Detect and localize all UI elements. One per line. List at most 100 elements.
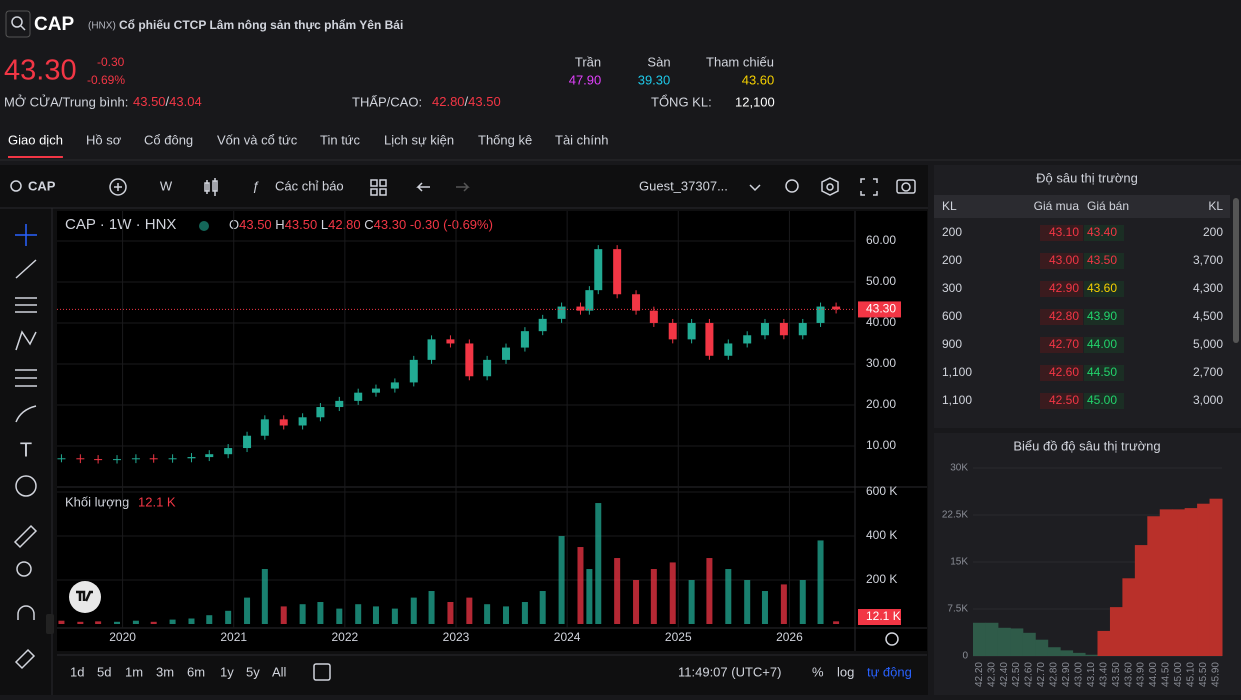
candle — [613, 249, 622, 295]
lock-tool[interactable] — [14, 648, 36, 670]
layout-icon[interactable] — [370, 179, 387, 196]
x-tick-label: 43.60 — [1123, 662, 1134, 687]
range-button[interactable]: 5d — [97, 664, 111, 679]
tab[interactable]: Vốn và cổ tức — [217, 132, 298, 147]
volume-bar — [503, 606, 510, 624]
emoji-tool[interactable] — [15, 475, 37, 497]
range-button[interactable]: 1y — [220, 664, 234, 679]
volume-bar — [428, 591, 435, 624]
price-cell: 43.00 — [1049, 253, 1079, 267]
price-cell: 43.60 — [1087, 281, 1117, 295]
candle — [649, 310, 658, 323]
range-buttons: 1d 5d 1m 3m 6m 1y 5y All — [70, 664, 287, 679]
settings-icon — [826, 183, 834, 191]
tab[interactable]: Hồ sơ — [86, 132, 122, 147]
ask-cell — [1084, 393, 1124, 409]
settings-icon[interactable] — [885, 632, 899, 646]
x-tick-label: 45.10 — [1186, 662, 1197, 687]
x-tick-label: 43.10 — [1086, 662, 1097, 687]
ask-cell — [1084, 365, 1124, 381]
range-button[interactable]: 5y — [246, 664, 260, 679]
candle — [576, 306, 585, 311]
dropdown-icon — [749, 184, 761, 192]
date-range-icon[interactable] — [313, 663, 331, 681]
tab[interactable]: Tin tức — [320, 132, 361, 147]
collapse-button[interactable] — [46, 614, 54, 634]
pattern-tool[interactable] — [15, 330, 37, 351]
tab[interactable]: Cổ đông — [144, 132, 193, 147]
candle — [705, 322, 714, 356]
range-button[interactable]: 3m — [156, 664, 174, 679]
x-tick-label: 43.00 — [1073, 662, 1084, 687]
price-cell: 42.50 — [1049, 393, 1079, 407]
ruler-tool[interactable] — [13, 524, 38, 549]
volume-bar — [132, 620, 139, 624]
depth-bar — [1072, 652, 1086, 656]
fib-tool[interactable] — [15, 297, 37, 313]
y-tick-label: 30.00 — [866, 356, 896, 370]
separator: / — [465, 94, 469, 109]
search-icon[interactable] — [10, 180, 22, 192]
tab[interactable]: Tài chính — [555, 132, 608, 147]
candle — [687, 322, 696, 340]
depth-bar — [997, 627, 1011, 656]
low-high: 42.80/43.50 — [432, 94, 501, 109]
volume-bar — [95, 621, 102, 624]
c-label: C — [364, 217, 373, 232]
price: 43.30 — [4, 55, 77, 87]
volume-bar — [799, 580, 806, 624]
legend-change: -0.30 (-0.69%) — [410, 217, 493, 232]
tab[interactable]: Lịch sự kiện — [384, 132, 454, 147]
volume-bar — [669, 562, 676, 624]
cursor-tool[interactable] — [15, 224, 37, 246]
y-tick-label: 400 K — [866, 528, 897, 542]
volume-bar — [58, 620, 65, 624]
toolbar-symbol[interactable]: CAP — [28, 178, 56, 193]
y-tick-label: 10.00 — [866, 438, 896, 452]
y-tick-label: 200 K — [866, 572, 897, 586]
search-icon — [20, 25, 26, 31]
settings-icon[interactable] — [821, 177, 839, 196]
text-tool[interactable]: T — [20, 439, 32, 461]
auto-button[interactable]: tự động — [867, 664, 912, 679]
volume-bar — [744, 580, 751, 624]
tab[interactable]: Thống kê — [478, 132, 532, 147]
column-header: Giá bán — [1087, 199, 1129, 213]
undo-icon[interactable] — [416, 182, 430, 192]
chart-type-icon[interactable] — [204, 178, 218, 196]
log-button[interactable]: log — [837, 664, 854, 679]
volume-cell: 600 — [942, 309, 962, 323]
volume-title: Khối lượng — [65, 494, 129, 509]
redo-icon[interactable] — [456, 182, 470, 192]
indicators[interactable]: Các chỉ báo — [275, 178, 344, 193]
interval[interactable]: W — [160, 178, 173, 193]
bid-cell — [1040, 393, 1083, 409]
candle — [520, 331, 529, 348]
range-button[interactable]: 1m — [125, 664, 143, 679]
scrollbar[interactable] — [1233, 198, 1239, 343]
alert-icon[interactable] — [785, 179, 799, 193]
x-tick-label: 42.50 — [1011, 662, 1022, 687]
brush-tool[interactable] — [15, 405, 37, 423]
user[interactable]: Guest_37307... — [639, 178, 728, 193]
volume-bar — [780, 584, 787, 624]
volume-bar — [410, 597, 417, 624]
candle — [724, 343, 733, 356]
add-icon[interactable] — [109, 178, 127, 196]
price-cell: 42.60 — [1049, 365, 1079, 379]
change: -0.30 — [97, 55, 125, 69]
range-button[interactable]: All — [272, 664, 287, 679]
tab[interactable]: Giao dịch — [8, 132, 63, 147]
ref-label: Tham chiếu — [706, 54, 774, 69]
line-tool[interactable] — [15, 259, 37, 279]
depth-bar — [1134, 545, 1148, 656]
camera-icon[interactable] — [896, 179, 916, 194]
search-button[interactable] — [5, 10, 31, 38]
range-button[interactable]: 6m — [187, 664, 205, 679]
zoom-tool[interactable] — [16, 561, 32, 577]
percent-button[interactable]: % — [812, 664, 824, 679]
magnet-tool[interactable] — [17, 605, 35, 620]
projection-tool[interactable] — [15, 369, 37, 387]
range-button[interactable]: 1d — [70, 664, 84, 679]
fullscreen-icon[interactable] — [860, 178, 878, 196]
